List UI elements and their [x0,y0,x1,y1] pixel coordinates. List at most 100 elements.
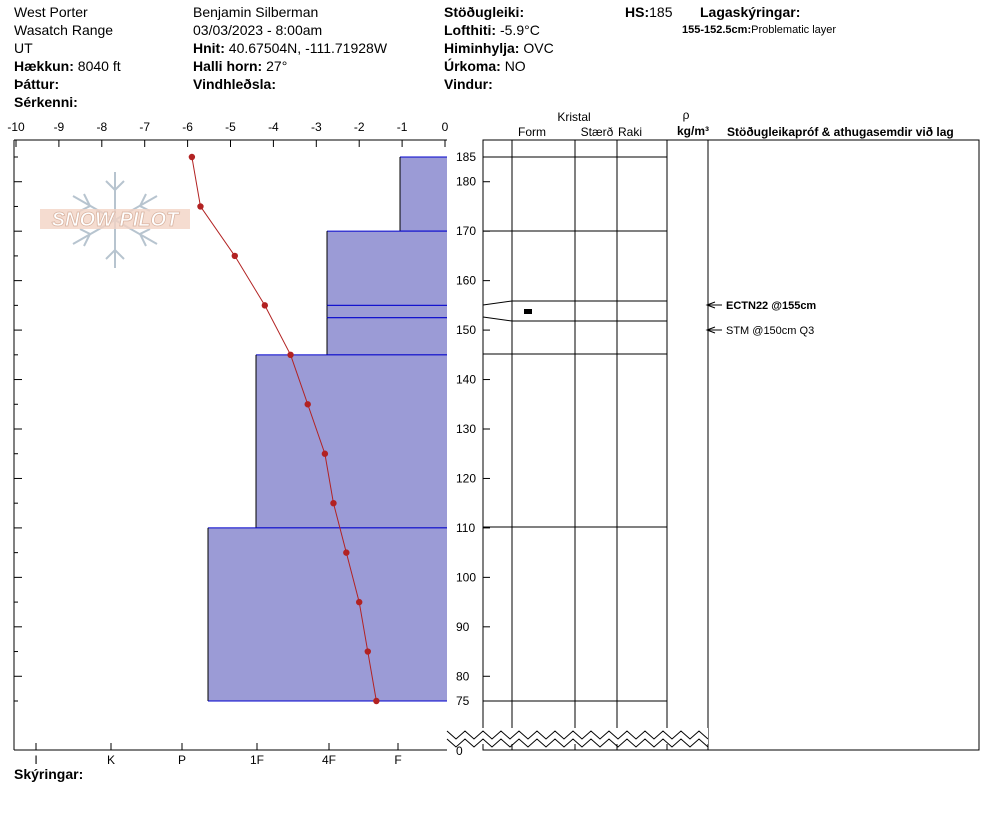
temperature-axis: -10 -9 -8 -7 -6 -5 -4 -3 -2 -1 0 [7,120,449,147]
height-tick-label: 90 [456,620,470,634]
sky: Himinhylja: OVC [444,40,554,56]
break-mask [447,728,708,744]
rho-header: ρ [683,108,690,122]
test-label: STM @150cm Q3 [726,325,814,337]
hardness-layer [327,231,447,306]
axis-break-zigzag [446,730,709,740]
temp-tick-label: -1 [397,120,408,134]
height-tick-label: 140 [456,373,476,387]
height-tick-label: 170 [456,224,476,238]
slope: Halli horn: 27° [193,58,287,74]
air-temp-value: -5.9°C [499,22,540,38]
hardness-tick-label: K [107,753,115,767]
wind-loading-label: Vindhleðsla: [193,76,276,92]
temp-tick-label: -5 [225,120,236,134]
moisture-header: Raki [618,125,642,139]
elevation-value: 8040 ft [77,58,121,74]
temperature-point [321,450,329,457]
hardness-tick-label: F [394,753,401,767]
mountain-range: Wasatch Range [14,22,114,38]
slope-value: 27° [266,58,288,74]
crystal-header: Kristal [557,110,590,124]
coords-label: Hnit: [193,40,225,56]
height-tick-label: 110 [456,521,475,535]
layer-connector [482,316,513,322]
temp-tick-label: -6 [182,120,193,134]
datetime: 03/03/2023 - 8:00am [193,22,323,38]
tests-header: Stöðugleikapróf & athugasemdir við lag [727,125,954,139]
height-tick-label: 130 [456,422,476,436]
form-header: Form [518,125,546,139]
temperature-point [356,598,363,606]
stability-tests: ECTN22 @155cm STM @150cm Q3 [705,300,816,337]
coords-value: 40.67504N, -111.71928W [228,40,388,56]
layer-connector [482,300,513,306]
wind-label: Vindur: [444,76,493,92]
hardness-layer [400,157,447,232]
aspect-label: Þáttur: [14,76,60,92]
snowpilot-logo: SNOW PILOT [40,172,190,268]
temp-tick-label: 0 [442,120,449,134]
temp-tick-label: -10 [7,120,25,134]
crystal-form-symbol [524,309,532,314]
layer-notes-label: Lagaskýringar: [700,4,801,20]
hs-label: HS: [625,4,650,20]
precip-label: Úrkoma: [444,58,501,74]
temperature-point [188,153,196,161]
hardness-layer [327,317,447,355]
left-height-ticks [14,156,22,702]
height-tick-label: 185 [456,150,476,164]
layer-note-text: Problematic layer [751,24,837,36]
temperature-point [373,697,380,705]
state: UT [14,40,33,56]
slope-label: Halli horn: [193,58,263,74]
temp-tick-label: -9 [54,120,65,134]
hardness-axis: I K P 1F 4F F [34,743,402,767]
air-temp-label: Lofthiti: [444,22,497,38]
temperature-point [261,302,269,309]
notes-label: Skýringar: [14,766,84,782]
height-tick-label: 180 [456,175,476,189]
height-tick-label: 120 [456,471,476,485]
features-label: Sérkenni: [14,94,78,110]
temperature-point [330,499,337,507]
height-tick-label: 0 [456,744,463,758]
hardness-layer [208,527,447,701]
hs-value: 185 [649,4,673,20]
elevation: Hækkun: 8040 ft [14,58,121,74]
temp-tick-label: -2 [354,120,365,134]
height-tick-label: 100 [456,570,476,584]
logo-text: SNOW PILOT [52,209,180,231]
temperature-point [231,252,238,260]
coordinates: Hnit: 40.67504N, -111.71928W [193,40,387,56]
temp-tick-label: -7 [139,120,150,134]
stability-label: Stöðugleiki: [444,4,525,20]
temperature-point [197,203,204,210]
observer: Benjamin Silberman [193,4,319,20]
temperature-point [343,549,350,556]
hardness-tick-label: I [34,753,37,767]
hardness-tick-label: 4F [322,753,336,767]
height-tick-label: 80 [456,669,470,683]
precip-value: NO [504,58,526,74]
layer-note-range: 155-152.5cm: [682,24,752,36]
temperature-point [304,401,311,408]
layer-note: 155-152.5cm:Problematic layer [682,24,836,36]
sky-label: Himinhylja: [444,40,520,56]
height-tick-label: 160 [456,274,476,288]
hardness-tick-label: 1F [250,753,264,767]
temp-tick-label: -4 [268,120,279,134]
sky-value: OVC [523,40,554,56]
temperature-point [364,648,371,655]
temperature-point [287,351,294,359]
temp-tick-label: -3 [311,120,322,134]
height-tick-label: 75 [456,694,470,708]
hardness-layers [207,156,447,702]
temp-tick-label: -8 [96,120,107,134]
hardness-layer [256,354,447,528]
size-header: Stærð [581,125,614,139]
height-axis: 185 180 170 160 150 140 130 120 110 100 90 80 75 0 [456,150,490,758]
temperature-profile [188,153,380,705]
hardness-tick-label: P [178,753,186,767]
